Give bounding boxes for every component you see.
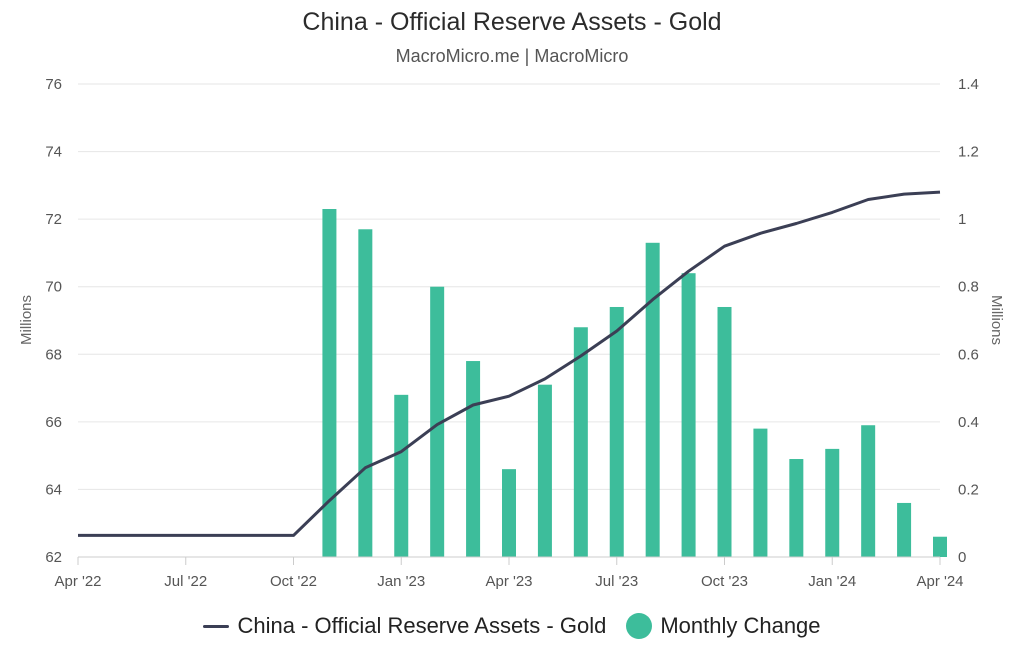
legend-label-monthly-change: Monthly Change [660,613,821,638]
x-tick-label: Apr '24 [916,573,963,590]
bar-monthly-change[interactable] [789,459,804,557]
left-tick-label: 66 [45,414,62,431]
right-axis-label: Millions [988,295,1005,345]
left-tick-label: 64 [45,481,62,498]
x-tick-label: Oct '22 [270,573,317,590]
bar-monthly-change[interactable] [502,469,516,557]
right-tick-label: 1 [958,211,966,228]
right-tick-label: 0 [958,549,966,566]
left-tick-label: 72 [45,211,62,228]
x-tick-label: Jul '22 [164,573,207,590]
legend-label-gold: China - Official Reserve Assets - Gold [237,613,607,638]
left-tick-label: 68 [45,346,62,363]
right-tick-label: 1.2 [958,144,979,161]
left-tick-label: 70 [45,279,62,296]
bar-monthly-change[interactable] [933,536,947,557]
bar-monthly-change[interactable] [717,306,732,557]
x-axis: Apr '22 Jul '22 Oct '22 Jan '23 Apr '23 Jul '… [54,556,964,590]
bar-monthly-change[interactable] [825,448,840,557]
line-swatch-icon [203,624,230,628]
bar-monthly-change[interactable] [358,229,373,557]
circle-swatch-icon [626,613,653,639]
bar-monthly-change[interactable] [573,327,588,557]
bar-monthly-change[interactable] [322,209,337,557]
legend-item-gold[interactable]: China - Official Reserve Assets - Gold [203,613,606,639]
line-series [78,190,941,537]
chart-subtitle: MacroMicro.me | MacroMicro [395,46,629,66]
x-tick-label: Apr '22 [54,573,101,590]
right-tick-label: 1.4 [958,76,979,93]
right-tick-label: 0.4 [958,414,979,431]
bar-monthly-change[interactable] [897,502,912,557]
right-tick-label: 0.6 [958,346,979,363]
x-tick-label: Jan '24 [808,573,856,590]
bar-monthly-change[interactable] [430,286,445,557]
x-tick-label: Jan '23 [377,573,425,590]
left-tick-label: 76 [45,76,62,93]
left-tick-label: 74 [45,144,62,161]
bar-monthly-change[interactable] [753,428,768,557]
legend-item-monthly-change[interactable]: Monthly Change [626,613,821,639]
bar-monthly-change[interactable] [861,425,876,557]
x-tick-label: Jul '23 [595,573,638,590]
bar-monthly-change[interactable] [394,394,409,557]
legend: China - Official Reserve Assets - Gold M… [0,613,1024,639]
x-tick-label: Oct '23 [701,573,748,590]
bar-monthly-change[interactable] [681,273,696,557]
left-axis-label: Millions [18,295,35,345]
right-y-axis: 0 0.2 0.4 0.6 0.8 1 1.2 1.4 [958,76,979,566]
bar-monthly-change[interactable] [645,242,660,558]
bar-monthly-change[interactable] [537,384,552,557]
bar-monthly-change[interactable] [609,306,624,557]
bar-series [322,209,947,558]
right-tick-label: 0.8 [958,279,979,296]
bar-monthly-change[interactable] [466,361,481,557]
left-tick-label: 62 [45,549,62,566]
x-tick-label: Apr '23 [485,573,532,590]
left-y-axis: 62 64 66 68 70 72 74 76 [45,76,62,566]
chart-title: China - Official Reserve Assets - Gold [302,8,722,36]
right-tick-label: 0.2 [958,481,979,498]
